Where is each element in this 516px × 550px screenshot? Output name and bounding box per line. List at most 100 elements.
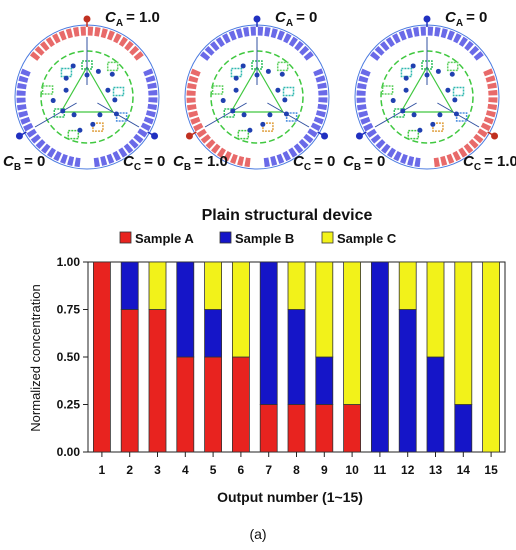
bar-segment-sample-b-5 xyxy=(204,309,223,358)
x-tick-label: 2 xyxy=(126,463,133,477)
mixer xyxy=(60,67,73,78)
outlet-dot xyxy=(77,127,83,133)
bar-segment-sample-c-14 xyxy=(454,261,473,405)
legend-label-sample-a: Sample A xyxy=(135,231,194,246)
bar-segment-sample-b-14 xyxy=(454,404,473,453)
mixer xyxy=(106,61,119,72)
concentration-label-b: CB = 0 xyxy=(3,153,45,173)
ring-channel-top xyxy=(369,26,485,61)
channel-line xyxy=(204,102,247,128)
outlet-dot xyxy=(410,63,416,69)
outlet-dot xyxy=(424,72,430,78)
bar-segment-sample-a-7 xyxy=(259,404,278,453)
mixer xyxy=(400,67,413,78)
x-tick-label: 9 xyxy=(321,463,328,477)
outlet-dot xyxy=(84,72,90,78)
channel-line xyxy=(34,102,77,128)
outlet-dot xyxy=(105,87,111,93)
inlet-port-c xyxy=(151,132,159,140)
x-tick-label: 5 xyxy=(210,463,217,477)
x-tick-label: 8 xyxy=(293,463,300,477)
ring-channel-right xyxy=(93,68,158,168)
bar-segment-sample-a-1 xyxy=(93,261,111,453)
bar-segment-sample-c-10 xyxy=(343,261,362,405)
outlet-dot xyxy=(452,97,458,103)
mixer xyxy=(452,86,465,97)
concentration-label-c: CC = 1.0 xyxy=(463,153,516,173)
outlet-dot xyxy=(233,75,239,81)
outlet-dot xyxy=(260,121,266,127)
outlet-dot xyxy=(50,98,56,104)
plot-area: 0.000.250.500.751.001 2 3 4 5 6 7 8 9 10 11 12 13 14 1… xyxy=(57,255,506,477)
outlet-dot xyxy=(445,87,451,93)
outlet-dot xyxy=(417,127,423,133)
x-tick-label: 3 xyxy=(154,463,161,477)
device-diagram: CA = 0 CB = 0 CC = 1.0 xyxy=(343,9,516,173)
y-tick-label: 0.50 xyxy=(57,350,81,364)
outlet-dot xyxy=(90,121,96,127)
outlet-dot xyxy=(265,68,271,74)
x-tick-label: 6 xyxy=(238,463,245,477)
mixer xyxy=(211,85,224,95)
mixer xyxy=(446,61,459,72)
bar-segment-sample-b-8 xyxy=(287,309,306,405)
bar-segment-sample-b-2 xyxy=(120,261,139,310)
concentration-label-c: CC = 0 xyxy=(293,153,335,173)
mixer xyxy=(262,122,274,132)
mixer xyxy=(432,122,444,132)
bar-segment-sample-c-6 xyxy=(231,261,250,358)
mixer xyxy=(230,67,243,78)
bar-segment-sample-c-12 xyxy=(398,261,417,310)
bar-segment-sample-a-6 xyxy=(231,356,250,453)
mixer xyxy=(381,85,394,95)
mixer xyxy=(282,86,295,97)
outlet-dot xyxy=(411,112,417,118)
outlet-dot xyxy=(275,87,281,93)
outlet-dot xyxy=(403,87,409,93)
inlet-port-b xyxy=(15,132,23,140)
outlet-dot xyxy=(95,68,101,74)
ring-channel-right xyxy=(433,68,498,168)
bar-segment-sample-a-5 xyxy=(204,356,223,453)
bar-segment-sample-b-7 xyxy=(259,261,278,405)
y-tick-label: 0.00 xyxy=(57,445,81,459)
bar-segment-sample-c-9 xyxy=(315,261,334,358)
concentration-label-a: CA = 0 xyxy=(275,9,317,29)
x-tick-label: 15 xyxy=(484,463,498,477)
outlet-dot xyxy=(63,87,69,93)
ring-channel-left xyxy=(186,68,251,168)
outlet-dot xyxy=(109,71,115,77)
x-tick-label: 7 xyxy=(265,463,272,477)
ring-channel-top xyxy=(29,26,145,61)
bar-segment-sample-b-11 xyxy=(370,261,389,453)
outlet-dot xyxy=(240,63,246,69)
outlet-dot xyxy=(437,112,443,118)
outlet-dot xyxy=(400,108,406,114)
x-tick-label: 12 xyxy=(401,463,415,477)
device-diagrams: CA = 1.0CB = 0 CC = 0CA = 0CB = 1.0 CC = 0CA = 0C… xyxy=(3,9,516,173)
x-tick-label: 11 xyxy=(374,463,387,477)
outlet-dot xyxy=(279,71,285,77)
outlet-dot xyxy=(112,97,118,103)
y-axis-label: Normalized concentration xyxy=(28,284,43,431)
outlet-dot xyxy=(403,75,409,81)
center-triangle xyxy=(399,65,455,113)
ring-channel-right xyxy=(263,68,328,168)
legend-swatch-sample-c xyxy=(321,231,334,244)
inlet-port-c xyxy=(321,132,329,140)
x-axis-label: Output number (1~15) xyxy=(217,489,363,505)
ring-channel-left xyxy=(356,68,421,168)
mixer xyxy=(223,108,236,118)
outlet-dot xyxy=(390,98,396,104)
ring-channel-top xyxy=(199,26,315,61)
concentration-label-b: CB = 1.0 xyxy=(173,153,228,173)
mixer xyxy=(407,129,420,140)
bar-segment-sample-b-4 xyxy=(176,261,195,358)
bar-segment-sample-c-13 xyxy=(426,261,445,358)
y-tick-label: 0.25 xyxy=(57,398,81,412)
inlet-port-a xyxy=(423,15,431,23)
legend: Sample A Sample B Sample C xyxy=(119,231,397,246)
bar-segment-sample-c-5 xyxy=(204,261,223,310)
y-tick-label: 0.75 xyxy=(57,303,81,317)
